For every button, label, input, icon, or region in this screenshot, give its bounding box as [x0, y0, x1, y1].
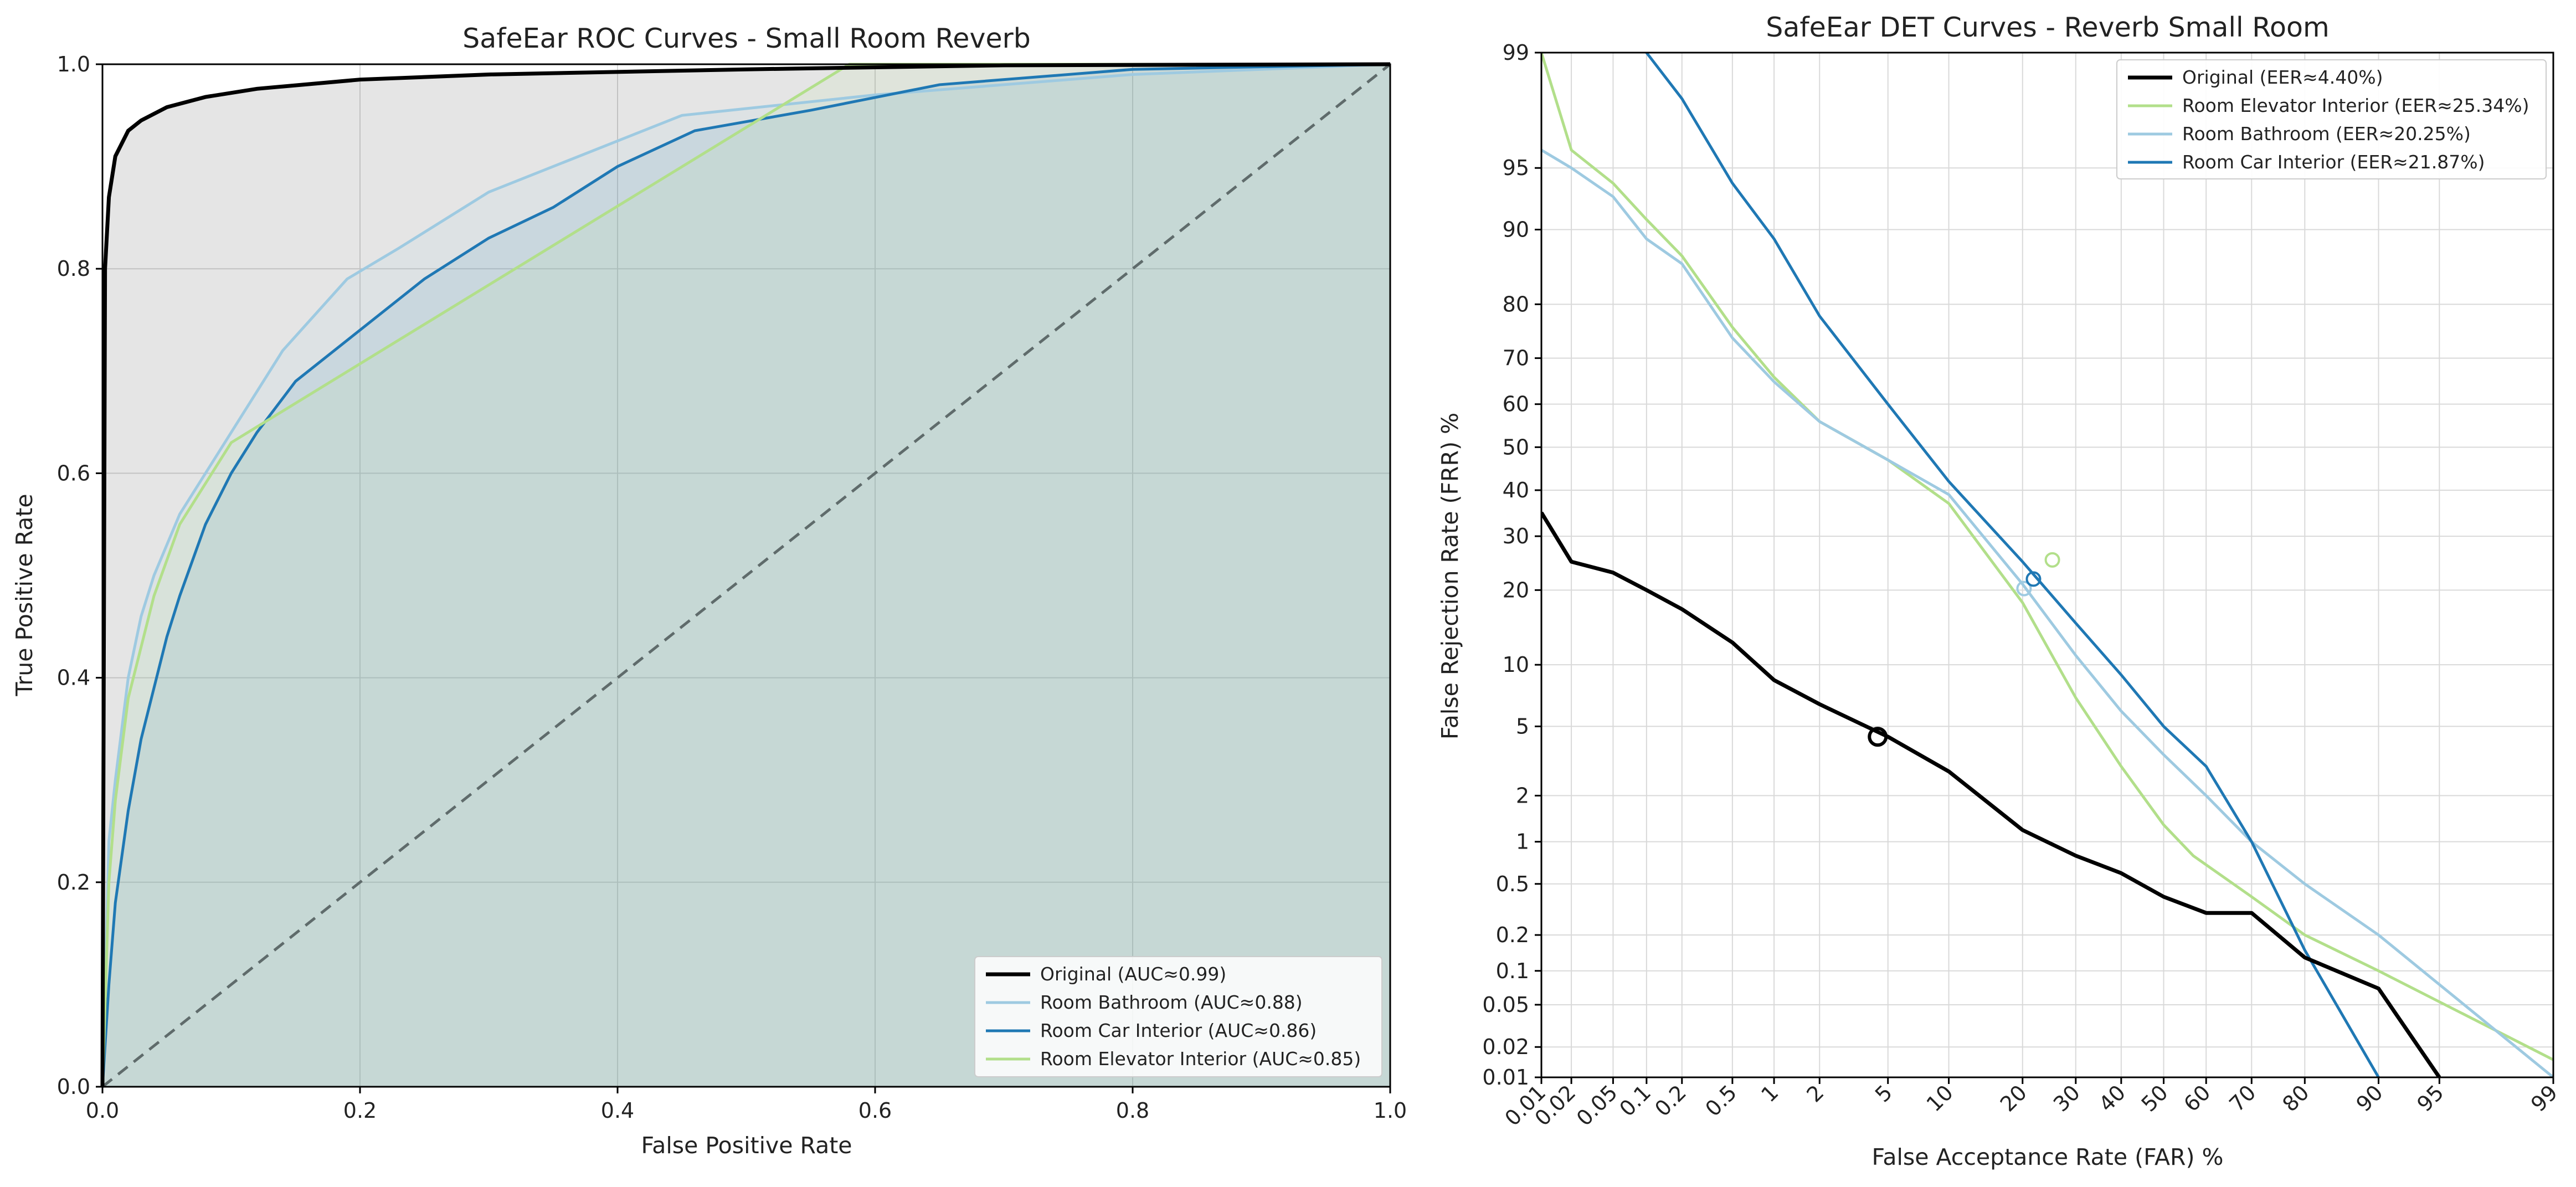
roc-legend-entry: Room Bathroom (AUC≈0.88) [1040, 991, 1303, 1013]
det-eer-marker [2016, 580, 2032, 597]
det-x-tick-label: 10 [1922, 1080, 1958, 1116]
roc-chart: SafeEar ROC Curves - Small Room Reverb F… [11, 23, 1407, 1159]
roc-legend-entry: Room Elevator Interior (AUC≈0.85) [1040, 1048, 1361, 1070]
roc-y-tick-label: 1.0 [57, 52, 90, 76]
roc-x-tick-label: 1.0 [1374, 1098, 1407, 1123]
det-y-tick-label: 0.5 [1496, 872, 1529, 896]
det-legend-entry: Original (EER≈4.40%) [2182, 66, 2383, 88]
det-x-tick-label: 60 [2179, 1080, 2215, 1116]
det-y-tick-label: 90 [1503, 217, 1529, 241]
det-chart: SafeEar DET Curves - Reverb Small Room F… [1437, 12, 2562, 1170]
det-y-tick-label: 70 [1503, 346, 1529, 371]
det-y-tick-label: 99 [1503, 40, 1529, 65]
roc-x-tick-label: 0.2 [343, 1098, 377, 1123]
det-y-tick-label: 5 [1516, 714, 1529, 738]
det-series-original-eer-4-40 [1541, 511, 2441, 1077]
det-x-tick-label: 30 [2049, 1080, 2085, 1116]
roc-legend-entry: Room Car Interior (AUC≈0.86) [1040, 1020, 1317, 1041]
det-y-tick-label: 0.01 [1482, 1065, 1529, 1090]
det-x-tick-label: 2 [1802, 1080, 1828, 1107]
det-curves [1541, 53, 2553, 1077]
det-y-tick-label: 20 [1503, 578, 1529, 602]
det-x-tick-label: 99 [2526, 1080, 2562, 1116]
det-x-tick-label: 70 [2224, 1080, 2260, 1116]
det-y-tick-label: 0.02 [1482, 1035, 1529, 1059]
det-y-tick-label: 0.05 [1482, 993, 1529, 1017]
roc-y-tick-label: 0.2 [57, 870, 90, 895]
det-x-tick-label: 1 [1756, 1080, 1783, 1107]
det-legend-entry: Room Bathroom (EER≈20.25%) [2182, 123, 2471, 145]
det-y-tick-label: 30 [1503, 524, 1529, 548]
det-series-room-car-interior-eer-21-87 [1645, 53, 2380, 1077]
roc-y-tick-label: 0.4 [57, 666, 90, 690]
roc-x-tick-label: 0.6 [858, 1098, 892, 1123]
roc-series-room-car-interior-auc-0-86 [101, 63, 1391, 1087]
roc-x-tick-label: 0.8 [1116, 1098, 1149, 1123]
roc-x-axis-label: False Positive Rate [641, 1132, 852, 1159]
roc-y-tick-label: 0.6 [57, 461, 90, 485]
det-chart-title: SafeEar DET Curves - Reverb Small Room [1766, 12, 2330, 43]
det-y-tick-label: 0.2 [1496, 923, 1529, 947]
det-x-tick-label: 80 [2277, 1080, 2313, 1116]
det-eer-marker [2044, 552, 2060, 568]
det-legend-entry: Room Elevator Interior (EER≈25.34%) [2182, 95, 2529, 116]
det-plot-frame [1540, 52, 2554, 1078]
det-x-tick-label: 0.05 [1572, 1080, 1622, 1131]
det-x-tick-label: 0.2 [1650, 1080, 1691, 1121]
det-x-tick-label: 40 [2094, 1080, 2130, 1116]
det-y-tick-label: 80 [1503, 292, 1529, 316]
det-y-tick-label: 95 [1503, 156, 1529, 180]
roc-y-axis-label: True Positive Rate [11, 494, 38, 696]
det-x-tick-label: 50 [2137, 1080, 2173, 1116]
det-x-tick-label: 95 [2412, 1080, 2448, 1116]
det-series-room-elevator-interior-eer-25-34 [1541, 53, 2553, 1061]
roc-y-tick-label: 0.8 [57, 256, 90, 281]
roc-legend [974, 956, 1382, 1077]
det-y-tick-label: 60 [1503, 392, 1529, 417]
roc-x-tick-label: 0.0 [86, 1098, 119, 1123]
roc-plot-frame [101, 63, 1391, 1088]
det-x-tick-label: 0.5 [1700, 1080, 1741, 1121]
det-y-tick-label: 2 [1516, 783, 1529, 808]
roc-series-room-bathroom-auc-0-88 [101, 63, 1391, 1087]
det-x-tick-label: 5 [1870, 1080, 1897, 1107]
det-y-tick-label: 10 [1503, 652, 1529, 677]
det-legend [2116, 59, 2547, 179]
det-x-tick-label: 0.1 [1615, 1080, 1655, 1121]
roc-legend-entry: Original (AUC≈0.99) [1040, 963, 1226, 985]
det-y-axis-label: False Rejection Rate (FRR) % [1437, 413, 1463, 739]
roc-x-tick-label: 0.4 [601, 1098, 634, 1123]
det-eer-marker [1868, 727, 1888, 747]
det-y-tick-label: 0.1 [1496, 959, 1529, 983]
det-y-tick-label: 40 [1503, 478, 1529, 502]
roc-y-tick-label: 0.0 [57, 1075, 90, 1099]
det-eer-marker [2025, 571, 2042, 587]
det-y-tick-label: 1 [1516, 830, 1529, 854]
det-x-tick-label: 90 [2352, 1080, 2388, 1116]
roc-chart-title: SafeEar ROC Curves - Small Room Reverb [462, 23, 1031, 54]
roc-chance-diagonal [101, 63, 1391, 1088]
det-legend-entry: Room Car Interior (EER≈21.87%) [2182, 151, 2485, 173]
det-y-tick-label: 50 [1503, 435, 1529, 459]
det-x-axis-label: False Acceptance Rate (FAR) % [1872, 1144, 2224, 1170]
roc-series-original-auc-0-99 [100, 62, 1391, 1087]
det-x-tick-label: 20 [1996, 1080, 2032, 1116]
